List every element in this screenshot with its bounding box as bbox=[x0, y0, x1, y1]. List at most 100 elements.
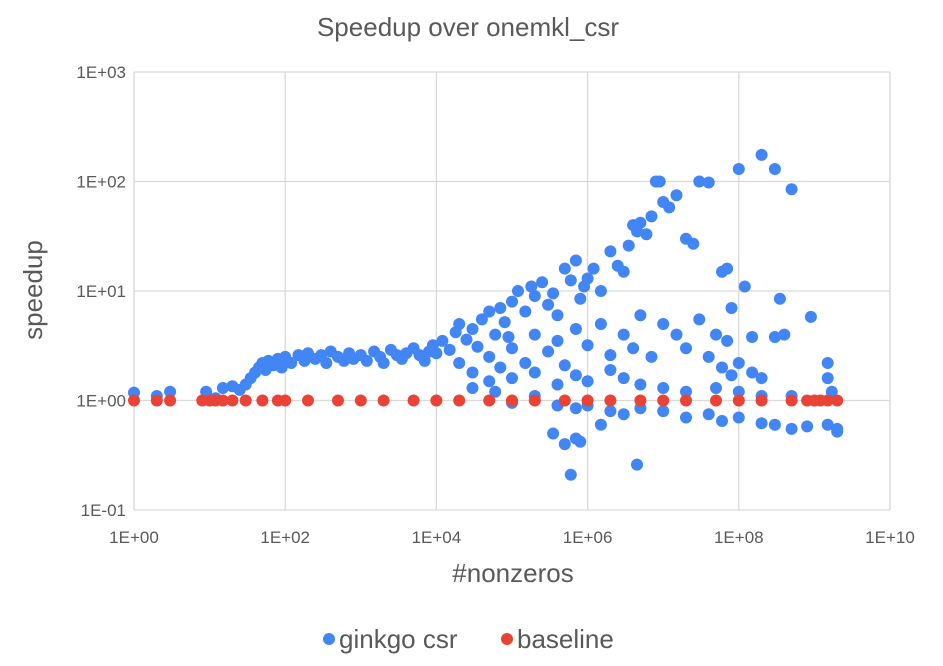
data-point bbox=[551, 309, 564, 322]
data-point bbox=[680, 385, 692, 398]
baseline-point bbox=[604, 394, 617, 407]
data-point bbox=[640, 228, 653, 241]
data-point bbox=[768, 331, 781, 343]
baseline-point bbox=[226, 394, 239, 407]
data-point bbox=[542, 345, 555, 358]
baseline-point bbox=[239, 394, 252, 407]
y-tick-label: 1E+03 bbox=[76, 63, 126, 82]
data-point bbox=[716, 415, 728, 427]
baseline-point bbox=[506, 394, 518, 407]
x-tick-label: 1E+00 bbox=[109, 528, 159, 547]
data-point bbox=[466, 382, 479, 394]
data-point bbox=[785, 422, 798, 435]
data-point bbox=[617, 328, 630, 341]
y-tick-label: 1E+00 bbox=[76, 392, 126, 411]
y-axis-ticks: 1E-01 1E+00 1E+01 1E+02 1E+03 bbox=[76, 63, 126, 520]
data-point bbox=[693, 175, 706, 188]
data-point bbox=[489, 385, 502, 398]
baseline-point bbox=[483, 394, 496, 407]
data-point bbox=[702, 350, 715, 363]
data-point bbox=[693, 313, 706, 326]
data-point bbox=[725, 302, 738, 314]
data-point bbox=[670, 328, 683, 341]
data-point bbox=[617, 408, 630, 421]
data-point bbox=[634, 216, 647, 229]
baseline-point bbox=[150, 394, 163, 407]
data-point bbox=[558, 438, 571, 451]
baseline-point bbox=[332, 394, 344, 407]
baseline-point bbox=[430, 394, 443, 407]
baseline-point bbox=[581, 394, 594, 407]
data-point bbox=[716, 361, 728, 374]
legend-marker-baseline bbox=[501, 633, 513, 645]
data-point bbox=[483, 375, 496, 388]
data-point bbox=[569, 369, 582, 382]
chart-title: Speedup over onemkl_csr bbox=[317, 12, 619, 42]
data-point bbox=[528, 328, 541, 341]
x-tick-label: 1E+08 bbox=[714, 528, 764, 547]
data-point bbox=[574, 292, 587, 305]
data-point bbox=[471, 340, 484, 353]
data-point bbox=[506, 295, 518, 308]
data-point bbox=[483, 305, 496, 318]
x-axis-ticks: 1E+00 1E+02 1E+04 1E+06 1E+08 1E+10 bbox=[109, 528, 915, 547]
y-axis-label: speedup bbox=[18, 240, 48, 340]
baseline-point bbox=[354, 394, 367, 407]
baseline-point bbox=[407, 394, 420, 407]
data-point bbox=[710, 328, 722, 341]
data-point bbox=[773, 292, 786, 305]
data-point bbox=[574, 435, 587, 448]
data-point bbox=[506, 342, 518, 355]
baseline-point bbox=[558, 394, 571, 407]
data-point bbox=[551, 378, 564, 391]
data-point bbox=[746, 366, 759, 379]
data-point bbox=[821, 418, 834, 431]
data-point bbox=[804, 310, 817, 323]
data-point bbox=[755, 417, 768, 430]
y-tick-label: 1E-01 bbox=[81, 501, 126, 520]
data-point bbox=[738, 280, 751, 293]
data-point bbox=[536, 276, 549, 289]
baseline-point bbox=[164, 394, 177, 407]
data-point bbox=[519, 357, 532, 369]
data-point bbox=[645, 350, 658, 363]
data-point bbox=[453, 318, 466, 330]
data-point bbox=[768, 418, 781, 431]
data-point bbox=[831, 422, 844, 435]
y-tick-label: 1E+01 bbox=[76, 282, 126, 301]
data-point bbox=[547, 427, 560, 440]
series-ginkgo-csr bbox=[128, 148, 844, 481]
x-tick-label: 1E+04 bbox=[412, 528, 462, 547]
data-point bbox=[581, 272, 594, 285]
data-point bbox=[663, 201, 676, 214]
data-point bbox=[687, 237, 700, 250]
data-point bbox=[475, 313, 488, 326]
data-point bbox=[702, 176, 715, 189]
data-point bbox=[564, 468, 577, 481]
data-point bbox=[528, 366, 541, 379]
legend-marker-ginkgo-csr bbox=[323, 633, 335, 645]
x-tick-label: 1E+02 bbox=[260, 528, 310, 547]
data-point bbox=[443, 343, 456, 356]
data-point bbox=[594, 418, 607, 431]
data-point bbox=[634, 309, 647, 322]
data-point bbox=[821, 357, 834, 369]
baseline-point bbox=[657, 394, 670, 407]
data-point bbox=[732, 357, 745, 369]
data-point bbox=[489, 328, 502, 341]
data-point bbox=[594, 318, 607, 330]
data-point bbox=[377, 357, 390, 369]
data-point bbox=[622, 239, 635, 252]
x-tick-label: 1E+10 bbox=[865, 528, 915, 547]
data-point bbox=[710, 382, 722, 394]
baseline-point bbox=[453, 394, 466, 407]
data-point bbox=[604, 364, 617, 376]
data-point bbox=[680, 342, 692, 355]
data-point bbox=[657, 405, 670, 418]
data-point bbox=[725, 369, 738, 382]
legend-label-baseline: baseline bbox=[517, 624, 614, 654]
data-point bbox=[275, 361, 288, 374]
baseline-point bbox=[528, 394, 541, 407]
data-point bbox=[512, 285, 524, 297]
